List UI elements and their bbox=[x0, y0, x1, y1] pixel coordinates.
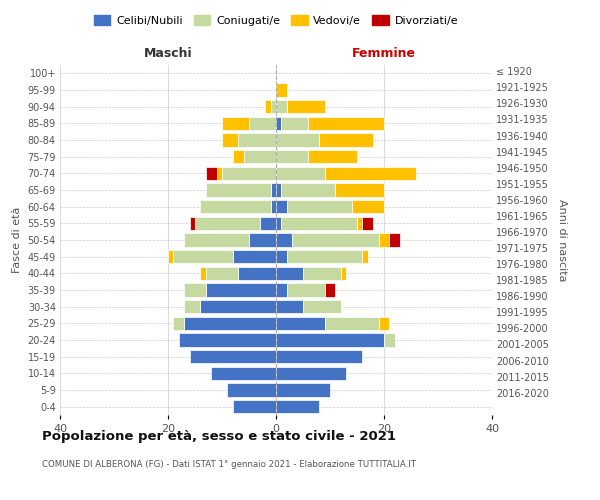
Bar bbox=[287, 200, 352, 213]
Bar bbox=[184, 234, 249, 246]
Bar bbox=[325, 166, 416, 180]
Bar bbox=[184, 300, 200, 314]
Bar bbox=[238, 134, 276, 146]
Bar bbox=[217, 166, 222, 180]
Bar bbox=[308, 116, 384, 130]
Bar bbox=[233, 150, 244, 164]
Bar bbox=[325, 284, 335, 296]
Bar bbox=[276, 334, 384, 346]
Bar bbox=[308, 150, 357, 164]
Bar bbox=[206, 284, 276, 296]
Bar bbox=[384, 334, 395, 346]
Bar bbox=[265, 100, 271, 114]
Bar bbox=[276, 366, 346, 380]
Bar bbox=[173, 250, 233, 264]
Bar bbox=[379, 316, 389, 330]
Bar bbox=[276, 350, 362, 364]
Bar bbox=[325, 316, 379, 330]
Bar bbox=[303, 300, 341, 314]
Bar bbox=[276, 184, 281, 196]
Bar bbox=[260, 216, 276, 230]
Bar bbox=[184, 284, 206, 296]
Bar bbox=[206, 166, 217, 180]
Bar bbox=[276, 284, 287, 296]
Bar bbox=[362, 250, 368, 264]
Bar bbox=[249, 234, 276, 246]
Bar bbox=[287, 100, 325, 114]
Bar bbox=[222, 116, 249, 130]
Bar bbox=[233, 250, 276, 264]
Bar bbox=[173, 316, 184, 330]
Bar bbox=[276, 100, 287, 114]
Text: Maschi: Maschi bbox=[143, 47, 193, 60]
Bar bbox=[206, 266, 238, 280]
Bar bbox=[271, 200, 276, 213]
Y-axis label: Fasce di età: Fasce di età bbox=[12, 207, 22, 273]
Bar bbox=[352, 200, 384, 213]
Bar bbox=[319, 134, 373, 146]
Bar bbox=[227, 384, 276, 396]
Bar bbox=[206, 184, 271, 196]
Bar bbox=[276, 266, 303, 280]
Bar bbox=[276, 166, 325, 180]
Bar bbox=[211, 366, 276, 380]
Bar bbox=[249, 116, 276, 130]
Bar bbox=[281, 116, 308, 130]
Bar bbox=[281, 184, 335, 196]
Bar bbox=[276, 400, 319, 413]
Bar bbox=[222, 166, 276, 180]
Bar bbox=[335, 184, 384, 196]
Bar bbox=[276, 116, 281, 130]
Bar bbox=[168, 250, 173, 264]
Bar bbox=[276, 316, 325, 330]
Bar bbox=[379, 234, 389, 246]
Bar bbox=[200, 266, 206, 280]
Bar bbox=[362, 216, 373, 230]
Bar bbox=[389, 234, 400, 246]
Bar bbox=[195, 216, 260, 230]
Text: Popolazione per età, sesso e stato civile - 2021: Popolazione per età, sesso e stato civil… bbox=[42, 430, 396, 443]
Bar bbox=[303, 266, 341, 280]
Bar bbox=[222, 134, 238, 146]
Bar bbox=[190, 216, 195, 230]
Bar bbox=[287, 250, 362, 264]
Bar bbox=[200, 200, 271, 213]
Bar bbox=[276, 300, 303, 314]
Bar bbox=[244, 150, 276, 164]
Bar bbox=[357, 216, 362, 230]
Text: COMUNE DI ALBERONA (FG) - Dati ISTAT 1° gennaio 2021 - Elaborazione TUTTITALIA.I: COMUNE DI ALBERONA (FG) - Dati ISTAT 1° … bbox=[42, 460, 416, 469]
Legend: Celibi/Nubili, Coniugati/e, Vedovi/e, Divorziati/e: Celibi/Nubili, Coniugati/e, Vedovi/e, Di… bbox=[89, 10, 463, 30]
Bar bbox=[276, 150, 308, 164]
Bar bbox=[233, 400, 276, 413]
Bar bbox=[184, 316, 276, 330]
Bar bbox=[287, 284, 325, 296]
Bar bbox=[190, 350, 276, 364]
Bar bbox=[200, 300, 276, 314]
Bar bbox=[276, 134, 319, 146]
Bar bbox=[276, 200, 287, 213]
Bar bbox=[276, 234, 292, 246]
Bar bbox=[276, 250, 287, 264]
Text: Femmine: Femmine bbox=[352, 47, 416, 60]
Bar bbox=[271, 100, 276, 114]
Bar bbox=[276, 216, 281, 230]
Bar bbox=[238, 266, 276, 280]
Bar bbox=[276, 84, 287, 96]
Y-axis label: Anni di nascita: Anni di nascita bbox=[557, 198, 568, 281]
Bar bbox=[271, 184, 276, 196]
Bar bbox=[281, 216, 357, 230]
Bar bbox=[341, 266, 346, 280]
Bar bbox=[179, 334, 276, 346]
Bar bbox=[276, 384, 330, 396]
Bar bbox=[292, 234, 379, 246]
